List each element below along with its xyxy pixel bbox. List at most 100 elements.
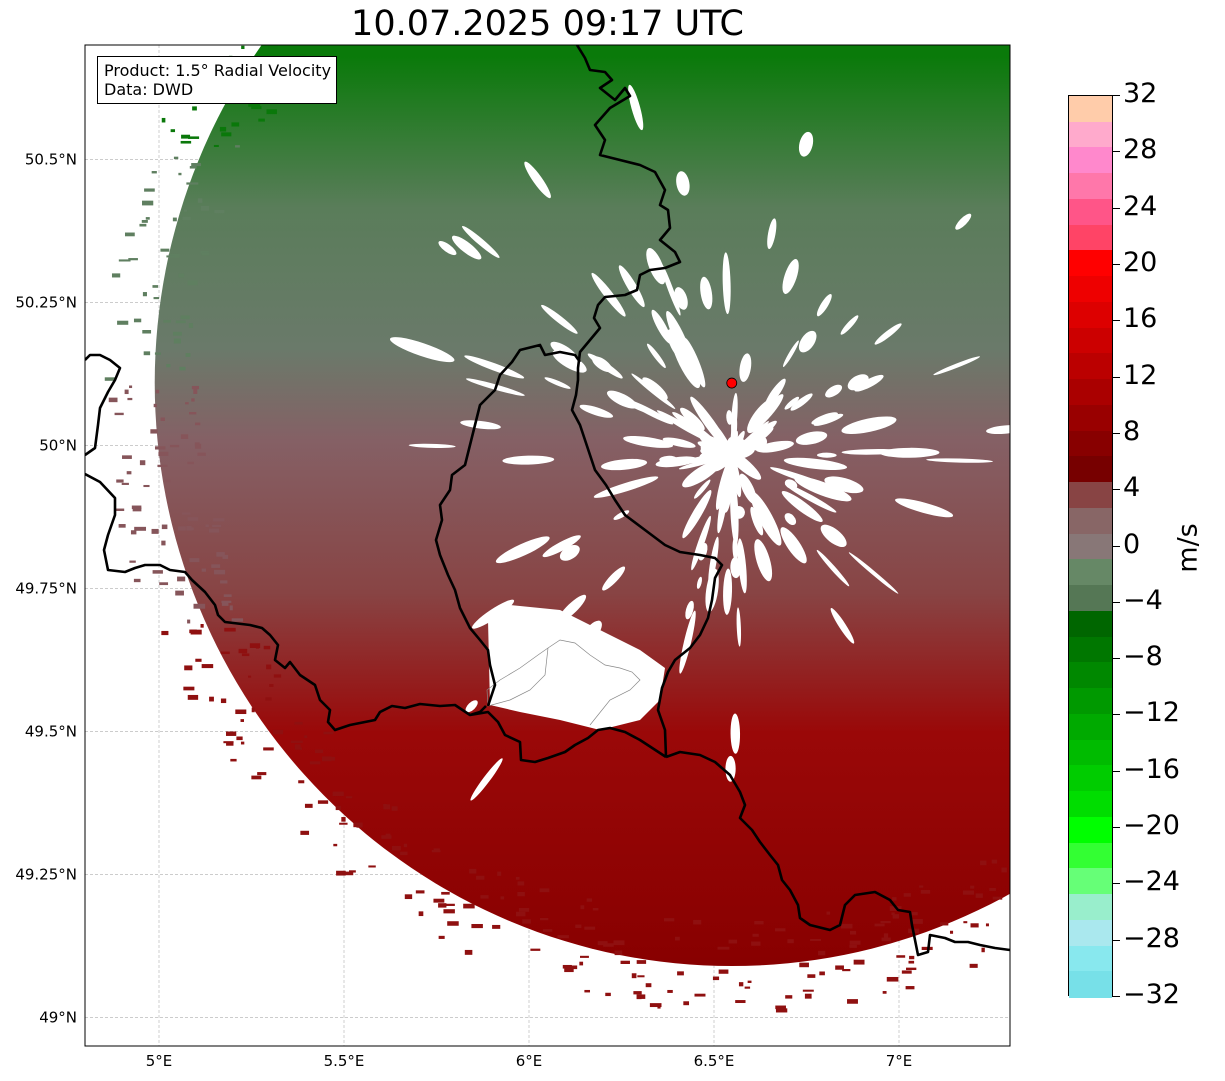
echo-speckle xyxy=(636,994,642,1000)
echo-gap xyxy=(662,437,696,448)
echo-gap xyxy=(926,458,993,463)
echo-speckle xyxy=(882,991,887,994)
lon-tick-label: 5°E xyxy=(146,1052,173,1070)
echo-speckle xyxy=(345,796,353,799)
product-label: Product: 1.5° Radial Velocity xyxy=(104,61,332,80)
echo-speckle xyxy=(1217,671,1225,674)
echo-gap xyxy=(737,538,747,594)
colorbar-tick-mark xyxy=(1112,996,1120,997)
echo-speckle xyxy=(195,658,202,662)
echo-speckle xyxy=(221,600,232,603)
echo-gap xyxy=(682,460,722,488)
echo-speckle xyxy=(127,397,133,401)
echo-gap xyxy=(651,309,672,344)
echo-gap xyxy=(798,330,817,353)
echo-speckle xyxy=(139,223,147,227)
echo-speckle xyxy=(356,0,366,3)
echo-speckle xyxy=(313,39,324,42)
echo-speckle xyxy=(631,973,637,979)
echo-speckle xyxy=(575,924,582,929)
echo-speckle xyxy=(177,576,186,582)
colorbar-tick-mark xyxy=(1112,601,1120,603)
echo-speckle xyxy=(333,843,338,847)
colorbar-segment xyxy=(1069,533,1112,560)
echo-gap xyxy=(782,259,799,294)
echo-speckle xyxy=(1045,911,1053,915)
echo-speckle xyxy=(674,936,680,941)
echo-speckle xyxy=(1048,864,1056,866)
echo-speckle xyxy=(166,255,175,258)
echo-speckle xyxy=(1185,679,1195,682)
colorbar-segment xyxy=(1069,688,1112,715)
echo-speckle xyxy=(891,912,895,916)
echo-gap xyxy=(784,396,800,410)
lon-tick-label: 6°E xyxy=(516,1052,543,1070)
echo-speckle xyxy=(170,129,176,133)
echo-speckle xyxy=(911,918,923,924)
echo-speckle xyxy=(940,922,949,926)
echo-speckle xyxy=(1219,687,1223,690)
echo-speckle xyxy=(298,780,305,784)
echo-gap xyxy=(451,235,482,260)
echo-speckle xyxy=(161,630,169,636)
colorbar-segment xyxy=(1069,765,1112,792)
echo-gap xyxy=(464,355,525,379)
echo-speckle xyxy=(235,709,247,715)
echo-gap xyxy=(730,713,741,754)
echo-speckle xyxy=(392,845,401,851)
colorbar-segment xyxy=(1069,276,1112,303)
echo-gap xyxy=(798,131,814,157)
echo-gap xyxy=(739,353,752,382)
lat-tick-label: 49.75°N xyxy=(15,579,77,597)
echo-speckle xyxy=(165,479,171,483)
echo-speckle xyxy=(400,851,408,856)
echo-speckle xyxy=(288,0,299,1)
echo-speckle xyxy=(166,364,171,368)
echo-speckle xyxy=(141,219,148,223)
echo-speckle xyxy=(150,429,158,434)
echo-speckle xyxy=(268,45,278,50)
colorbar-tick-label: 4 xyxy=(1123,472,1141,504)
echo-speckle xyxy=(188,323,194,328)
echo-speckle xyxy=(332,791,344,797)
echo-gap xyxy=(795,431,828,445)
echo-gap xyxy=(693,479,711,499)
echo-speckle xyxy=(153,297,160,300)
colorbar-tick-label: −4 xyxy=(1123,584,1163,616)
echo-speckle xyxy=(1207,629,1216,632)
echo-gap xyxy=(816,293,832,317)
echo-speckle xyxy=(810,938,822,941)
echo-speckle xyxy=(826,911,831,915)
echo-speckle xyxy=(159,582,169,586)
echo-speckle xyxy=(126,471,132,475)
echo-gap xyxy=(738,420,777,450)
echo-speckle xyxy=(562,964,572,969)
echo-speckle xyxy=(1183,692,1190,694)
echo-speckle xyxy=(1192,730,1202,733)
echo-speckle xyxy=(237,34,243,37)
echo-speckle xyxy=(1209,97,1213,102)
echo-speckle xyxy=(133,318,142,323)
colorbar-tick-mark xyxy=(1112,489,1120,491)
echo-speckle xyxy=(747,980,752,983)
echo-speckle xyxy=(177,526,186,531)
echo-speckle xyxy=(840,923,853,929)
echo-speckle xyxy=(1157,732,1161,735)
echo-speckle xyxy=(1122,9,1133,12)
echo-speckle xyxy=(906,967,917,971)
echo-speckle xyxy=(1204,679,1213,683)
colorbar-segment xyxy=(1069,147,1112,174)
echo-speckle xyxy=(121,482,129,485)
echo-speckle xyxy=(1215,706,1219,709)
echo-speckle xyxy=(185,402,189,405)
echo-speckle xyxy=(191,398,195,402)
echo-speckle xyxy=(143,351,151,356)
echo-gap xyxy=(747,399,775,434)
echo-speckle xyxy=(188,136,200,139)
echo-speckle xyxy=(469,868,477,874)
echo-speckle xyxy=(194,422,201,426)
echo-speckle xyxy=(418,911,424,917)
echo-speckle xyxy=(144,188,155,192)
echo-gap xyxy=(816,549,850,587)
echo-speckle xyxy=(235,145,240,148)
